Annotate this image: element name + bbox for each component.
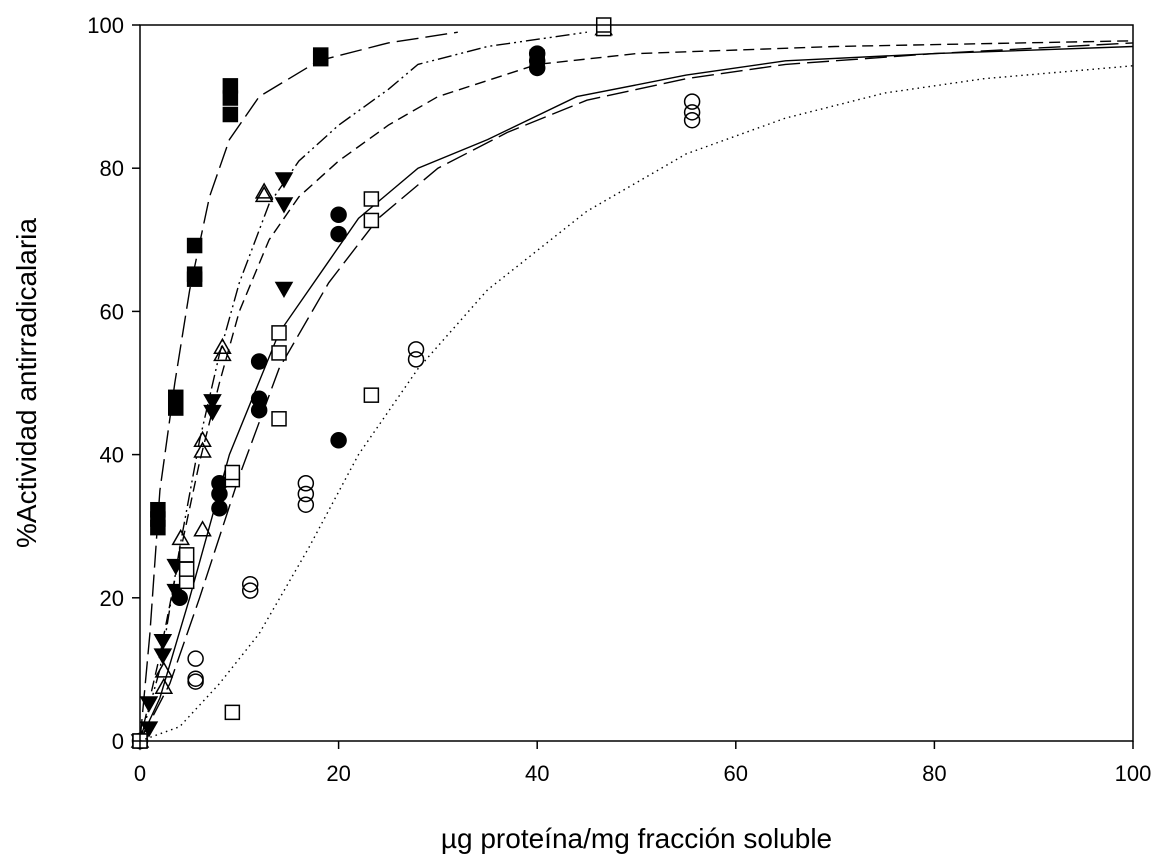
data-point <box>186 237 203 254</box>
y-tick-label: 60 <box>100 299 124 324</box>
data-point <box>203 394 222 411</box>
data-point <box>312 47 329 63</box>
data-point <box>211 500 228 517</box>
series-filled-triangle-down <box>130 40 1134 751</box>
series-filled-circle <box>131 45 1134 750</box>
x-axis-label: µg proteína/mg fracción soluble <box>441 823 832 854</box>
data-point <box>186 266 203 282</box>
data-point <box>222 78 239 94</box>
data-point <box>271 411 287 427</box>
data-point <box>407 351 425 368</box>
data-point <box>250 390 268 408</box>
axes: 0 20 40 60 80 100 0 20 40 60 80 100 <box>87 13 1151 786</box>
data-point <box>363 191 380 207</box>
data-point <box>187 670 204 687</box>
data-point <box>271 345 287 361</box>
y-tick-label: 100 <box>87 13 124 38</box>
data-point <box>167 389 184 406</box>
y-tick-label: 40 <box>100 443 124 468</box>
data-point <box>363 387 380 403</box>
x-tick-label: 0 <box>134 761 146 786</box>
data-point <box>153 634 173 651</box>
data-point <box>171 528 191 546</box>
data-point <box>274 281 294 298</box>
y-tick-label: 20 <box>100 586 124 611</box>
data-point <box>222 106 239 123</box>
data-point <box>193 520 212 537</box>
fit-line-open-circle <box>139 65 1134 742</box>
data-point <box>330 225 347 243</box>
x-tick-label: 80 <box>922 761 946 786</box>
data-point <box>297 496 315 513</box>
data-point <box>241 575 259 593</box>
data-point <box>213 337 232 354</box>
data-point <box>363 212 380 229</box>
data-point <box>187 650 204 667</box>
data-point <box>274 172 294 189</box>
series-open-circle <box>139 65 1134 742</box>
data-point <box>178 547 195 563</box>
y-axis-label: %Actividad antirradicalaria <box>11 218 42 548</box>
fit-line-filled-circle <box>139 45 1134 742</box>
x-tick-label: 100 <box>1115 761 1152 786</box>
data-point <box>683 93 701 110</box>
data-point <box>254 185 274 203</box>
data-point <box>297 485 315 503</box>
data-point <box>150 501 166 518</box>
x-tick-label: 60 <box>724 761 748 786</box>
fit-line-filled-square <box>139 31 458 742</box>
y-tick-label: 0 <box>112 729 124 754</box>
data-point <box>193 441 212 458</box>
y-tick-label: 80 <box>100 156 124 181</box>
data-point <box>171 589 188 607</box>
x-tick-label: 20 <box>326 761 350 786</box>
data-point <box>241 582 259 599</box>
data-point <box>274 197 294 214</box>
x-tick-label: 40 <box>525 761 549 786</box>
series-open-square <box>132 17 1134 749</box>
data-point <box>224 464 241 481</box>
series-filled-square <box>132 31 545 749</box>
plot-marks <box>130 17 1134 751</box>
data-point <box>407 341 425 358</box>
data-point <box>193 430 212 448</box>
plot-frame <box>139 24 1134 742</box>
data-point <box>254 182 274 199</box>
data-point <box>178 561 195 577</box>
data-point <box>683 111 701 129</box>
data-point <box>224 704 241 721</box>
data-point <box>528 45 546 62</box>
fit-line-open-triangle-up <box>139 31 587 742</box>
fit-line-open-square <box>139 42 1134 742</box>
data-point <box>271 325 287 341</box>
data-point <box>250 353 268 370</box>
data-point <box>139 696 159 713</box>
data-point <box>330 432 347 449</box>
data-point <box>330 206 347 223</box>
data-point <box>683 104 701 121</box>
fit-line-filled-triangle-down <box>139 40 1134 742</box>
series-open-triangle-up <box>130 19 614 748</box>
data-point <box>297 474 315 492</box>
